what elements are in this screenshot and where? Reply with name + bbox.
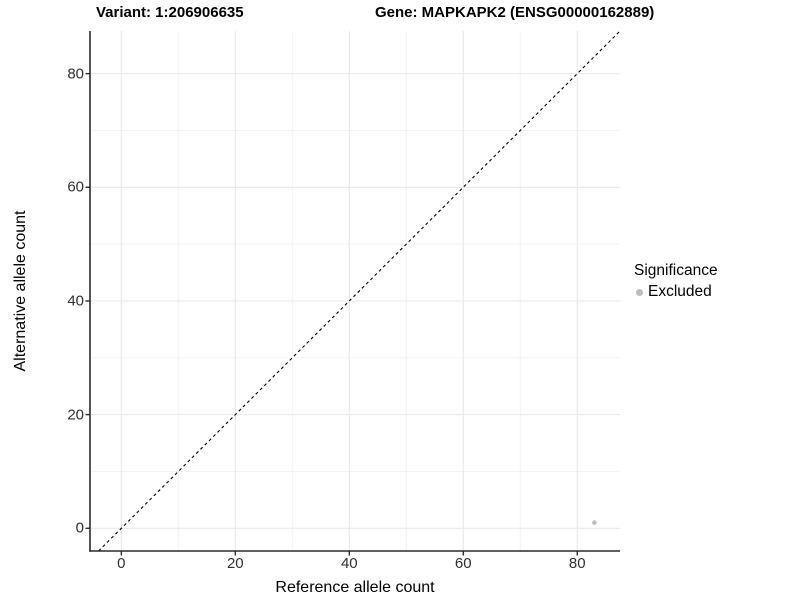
legend-entry-label: Excluded [648, 283, 712, 300]
y-axis-title: Alternative allele count [12, 210, 29, 372]
gene-title: Gene: MAPKAPK2 (ENSG00000162889) [375, 4, 655, 21]
y-tick-label: 0 [75, 519, 84, 537]
legend: Significance Excluded [632, 262, 718, 301]
identity-line [98, 31, 620, 551]
y-tick-label: 20 [67, 406, 84, 424]
legend-title: Significance [634, 262, 718, 279]
x-tick-label: 40 [340, 555, 358, 572]
data-points [592, 520, 597, 525]
axis-lines [89, 31, 620, 552]
x-tick-label: 80 [568, 555, 586, 572]
variant-title: Variant: 1:206906635 [96, 4, 244, 21]
data-point [592, 520, 597, 525]
x-tick-label: 60 [454, 555, 472, 572]
y-tick-label: 60 [67, 178, 84, 196]
y-tick-label: 80 [67, 65, 84, 83]
x-tick-label: 0 [117, 555, 126, 572]
x-axis-title: Reference allele count [275, 579, 435, 596]
excluded-point-swatch-icon [636, 288, 643, 296]
x-tick-label: 20 [226, 555, 244, 572]
y-tick-label: 40 [67, 292, 84, 310]
tick-marks [85, 72, 578, 556]
legend-entry: Excluded [632, 283, 718, 301]
gridlines [90, 31, 620, 551]
